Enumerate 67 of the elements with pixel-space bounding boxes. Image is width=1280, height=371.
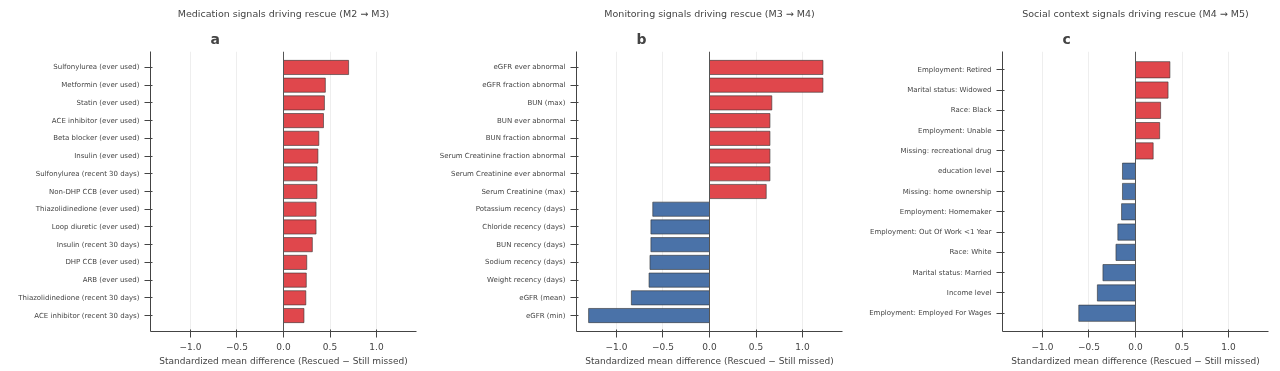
bar (283, 308, 305, 323)
bar (283, 166, 318, 182)
bar (1135, 101, 1161, 119)
bar (1135, 142, 1154, 160)
x-tick-label: 0.5 (1174, 341, 1190, 352)
bar (283, 272, 307, 288)
bar (283, 113, 324, 128)
bar (283, 290, 307, 306)
bar (283, 255, 308, 270)
bar (709, 77, 824, 93)
chart-title: Social context signals driving rescue (M4 → M5) (1022, 7, 1249, 19)
bar (1097, 284, 1136, 302)
bar (283, 184, 318, 199)
x-tick-label: −0.5 (1078, 341, 1100, 352)
bar (1117, 223, 1136, 241)
x-tick-label: 0.5 (322, 341, 338, 352)
bar (283, 219, 317, 235)
x-tick-label: 1.0 (1221, 341, 1236, 352)
x-tick-label: −1.0 (1031, 341, 1054, 352)
x-tick-label: 0.5 (748, 341, 764, 352)
bar (1102, 264, 1136, 282)
bar (283, 130, 320, 146)
text: a (210, 30, 220, 47)
bar (1135, 122, 1160, 140)
chart-title: Monitoring signals driving rescue (M3 → M4) (604, 7, 815, 19)
bar (283, 77, 326, 93)
x-tick-label: −0.5 (652, 341, 674, 352)
bar (709, 166, 771, 182)
x-tick-label: −1.0 (179, 341, 202, 352)
bar (648, 272, 710, 288)
x-axis-title: Standardized mean difference (Rescued − Still missed) (159, 355, 408, 366)
x-tick-label: −0.5 (226, 341, 248, 352)
bar (652, 201, 710, 217)
bar (588, 308, 710, 323)
bar (1122, 183, 1136, 200)
bar (1122, 162, 1136, 180)
x-tick-label: −1.0 (605, 341, 628, 352)
x-axis-title: Standardized mean difference (Rescued − Still missed) (1011, 355, 1260, 366)
bar (709, 113, 771, 128)
x-tick-label: 1.0 (369, 341, 384, 352)
bar (1135, 81, 1169, 99)
bar (1135, 61, 1171, 79)
text: c (1062, 30, 1071, 47)
x-axis-title: Standardized mean difference (Rescued − Still missed) (585, 355, 834, 366)
bar (709, 148, 771, 164)
bar (650, 219, 710, 235)
bar (709, 130, 771, 146)
bar (709, 60, 824, 75)
bar (283, 95, 325, 111)
bar (709, 184, 767, 199)
text: b (636, 30, 647, 47)
x-tick-label: 0.0 (702, 341, 717, 352)
bar (1121, 203, 1136, 221)
x-tick-label: 0.0 (276, 341, 291, 352)
x-tick-label: 1.0 (795, 341, 810, 352)
bar (631, 290, 710, 306)
bar (709, 95, 773, 111)
bar (1115, 243, 1136, 261)
bar (283, 237, 313, 253)
bar (650, 237, 710, 253)
chart-title: Medication signals driving rescue (M2 → M3) (177, 7, 390, 19)
bar (1078, 304, 1136, 322)
bar (283, 201, 317, 217)
bar (283, 148, 319, 164)
x-tick-label: 0.0 (1128, 341, 1143, 352)
bar (649, 255, 710, 270)
bar (283, 60, 349, 75)
